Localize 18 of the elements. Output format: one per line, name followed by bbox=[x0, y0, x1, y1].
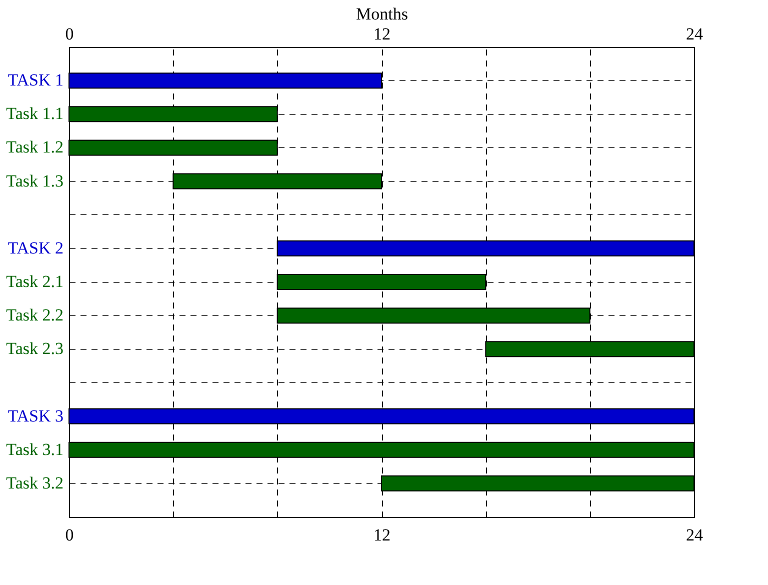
x-tick-label: 12 bbox=[374, 24, 390, 44]
x-tick-label: 0 bbox=[65, 24, 74, 44]
y-tick-label: TASK 3 bbox=[8, 406, 64, 426]
x-tick-label: 24 bbox=[686, 24, 704, 44]
x2-tick-label: 12 bbox=[374, 526, 390, 544]
x2-axis-title: Months bbox=[356, 4, 408, 24]
x2-tick-label: 24 bbox=[686, 526, 704, 544]
y-tick-label: TASK 2 bbox=[8, 238, 64, 258]
y-tick-label: Task 1.1 bbox=[6, 104, 64, 124]
y-tick-label: Task 2.1 bbox=[6, 272, 64, 291]
y-tick-label: Task 3.2 bbox=[6, 473, 64, 492]
y-tick-label: Task 2.3 bbox=[6, 339, 64, 358]
x2-tick-label: 0 bbox=[65, 526, 74, 544]
y-tick-label: TASK 1 bbox=[8, 70, 64, 90]
y-tick-label: Task 1.2 bbox=[6, 138, 64, 157]
y-tick-label: Task 1.3 bbox=[6, 171, 64, 190]
y-tick-label: Task 2.2 bbox=[6, 306, 64, 325]
y-tick-label: Task 3.1 bbox=[6, 440, 64, 459]
